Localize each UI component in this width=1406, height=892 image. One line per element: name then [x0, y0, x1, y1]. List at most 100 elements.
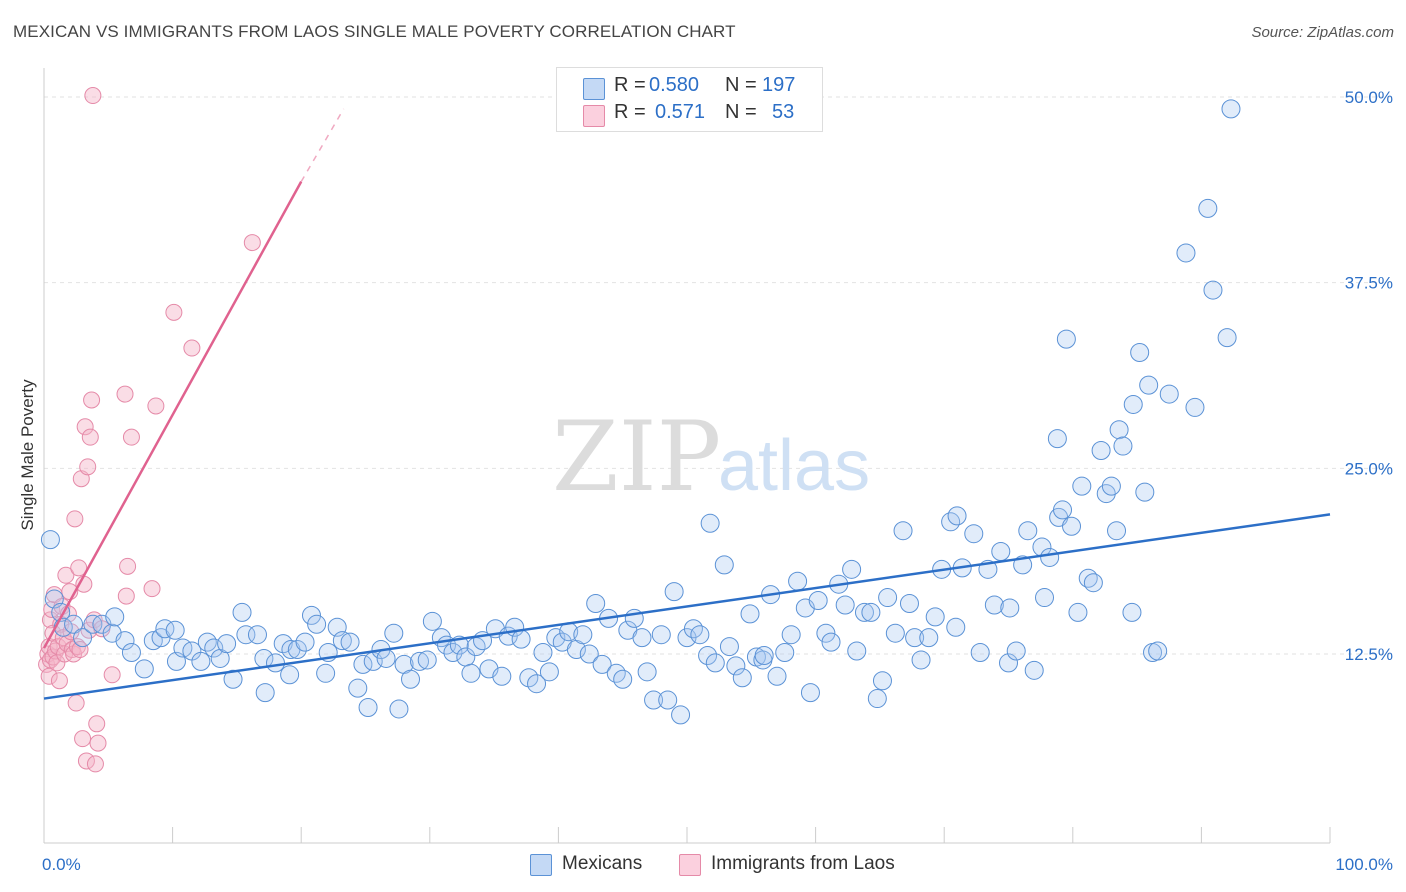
legend-n-value: 197	[762, 74, 796, 96]
data-point-mexicans	[984, 595, 1004, 615]
data-point-mexicans	[191, 651, 211, 671]
data-point-mexicans	[280, 665, 300, 685]
data-point-mexicans	[519, 668, 539, 688]
data-point-mexicans	[443, 643, 463, 663]
data-point-mexicans	[422, 611, 442, 631]
data-point-mexicans	[905, 628, 925, 648]
watermark: ZIP atlas	[552, 401, 870, 513]
trend-lines	[42, 108, 1331, 700]
data-point-mexicans	[115, 631, 135, 651]
data-point-mexicans	[919, 628, 939, 648]
data-point-mexicans	[417, 650, 437, 670]
data-point-mexicans	[1113, 436, 1133, 456]
legend-n-label: N =	[725, 74, 757, 96]
data-point-mexicans	[719, 637, 739, 657]
data-point-mexicans	[64, 614, 84, 634]
data-point-mexicans	[878, 588, 898, 608]
data-point-mexicans	[1056, 329, 1076, 349]
data-point-mexicans	[165, 620, 185, 640]
data-point-mexicans	[1221, 99, 1241, 119]
legend-n-label: N =	[725, 101, 757, 123]
data-point-mexicans	[800, 683, 820, 703]
data-point-mexicans	[1159, 384, 1179, 404]
x-tick-label: 100.0%	[1335, 855, 1393, 874]
data-point-mexicans	[410, 651, 430, 671]
data-point-mexicans	[1000, 598, 1020, 618]
data-point-mexicans	[781, 625, 801, 645]
y-tick-label: 25.0%	[1345, 459, 1393, 478]
x-tick-label: 0.0%	[42, 855, 81, 874]
data-point-mexicans	[946, 617, 966, 637]
data-point-mexicans	[1068, 602, 1088, 622]
data-point-laos	[71, 641, 89, 659]
data-point-mexicans	[1109, 420, 1129, 440]
legend-r-label: R =	[614, 74, 646, 96]
data-point-laos	[79, 458, 97, 476]
data-point-mexicans	[854, 602, 874, 622]
data-point-mexicans	[964, 524, 984, 544]
y-axis-label: Single Male Poverty	[18, 379, 37, 531]
data-point-mexicans	[348, 678, 368, 698]
data-point-mexicans	[1176, 243, 1196, 263]
data-point-mexicans	[1135, 482, 1155, 502]
data-point-mexicans	[1139, 375, 1159, 395]
data-point-mexicans	[1072, 476, 1092, 496]
data-point-mexicans	[732, 668, 752, 688]
data-point-mexicans	[664, 582, 684, 602]
data-point-mexicans	[1018, 521, 1038, 541]
data-point-mexicans	[1107, 521, 1127, 541]
data-point-mexicans	[511, 629, 531, 649]
data-point-mexicans	[1013, 555, 1033, 575]
data-point-mexicans	[527, 674, 547, 694]
data-point-mexicans	[376, 648, 396, 668]
data-point-laos	[81, 428, 99, 446]
trend-line-laos	[42, 181, 303, 649]
data-point-laos	[122, 428, 140, 446]
data-point-mexicans	[105, 607, 125, 627]
bottom-legend-label: Immigrants from Laos	[711, 853, 895, 874]
data-point-mexicans	[867, 689, 887, 709]
data-point-mexicans	[1123, 394, 1143, 414]
legend-r-label: R =	[614, 101, 646, 123]
legend-n-value: 53	[772, 101, 795, 123]
data-point-mexicans	[911, 650, 931, 670]
data-point-mexicans	[1203, 280, 1223, 300]
data-point-mexicans	[301, 605, 321, 625]
data-point-mexicans	[835, 595, 855, 615]
data-point-mexicans	[1217, 328, 1237, 348]
data-point-mexicans	[1053, 500, 1073, 520]
data-point-mexicans	[671, 705, 691, 725]
bottom-legend-label: Mexicans	[562, 853, 643, 874]
data-point-mexicans	[401, 669, 421, 689]
data-point-mexicans	[1091, 441, 1111, 461]
data-point-mexicans	[698, 645, 718, 665]
data-point-mexicans	[821, 632, 841, 652]
data-point-mexicans	[358, 697, 378, 717]
data-point-mexicans	[1047, 429, 1067, 449]
legend-swatch-blue	[583, 78, 605, 100]
y-tick-labels: 12.5% 25.0% 37.5% 50.0%	[1345, 88, 1393, 664]
data-point-mexicans	[947, 506, 967, 526]
data-point-mexicans	[690, 625, 710, 645]
data-point-mexicans	[1185, 397, 1205, 417]
data-point-mexicans	[658, 690, 678, 710]
data-point-mexicans	[155, 619, 175, 639]
trend-line-laos-extension	[300, 108, 345, 183]
data-point-mexicans	[816, 623, 836, 643]
series-mexicans	[40, 99, 1241, 725]
data-point-mexicans	[1024, 660, 1044, 680]
data-point-mexicans	[1148, 641, 1168, 661]
data-point-mexicans	[287, 640, 307, 660]
data-point-mexicans	[740, 604, 760, 624]
data-point-laos	[117, 587, 135, 605]
data-point-mexicans	[899, 593, 919, 613]
data-point-mexicans	[232, 602, 252, 622]
data-point-mexicans	[872, 671, 892, 691]
data-point-laos	[86, 755, 104, 773]
data-point-mexicans	[533, 643, 553, 663]
data-point-mexicans	[999, 653, 1018, 673]
data-point-mexicans	[295, 632, 315, 652]
data-point-mexicans	[808, 591, 828, 611]
data-point-mexicans	[340, 632, 360, 652]
